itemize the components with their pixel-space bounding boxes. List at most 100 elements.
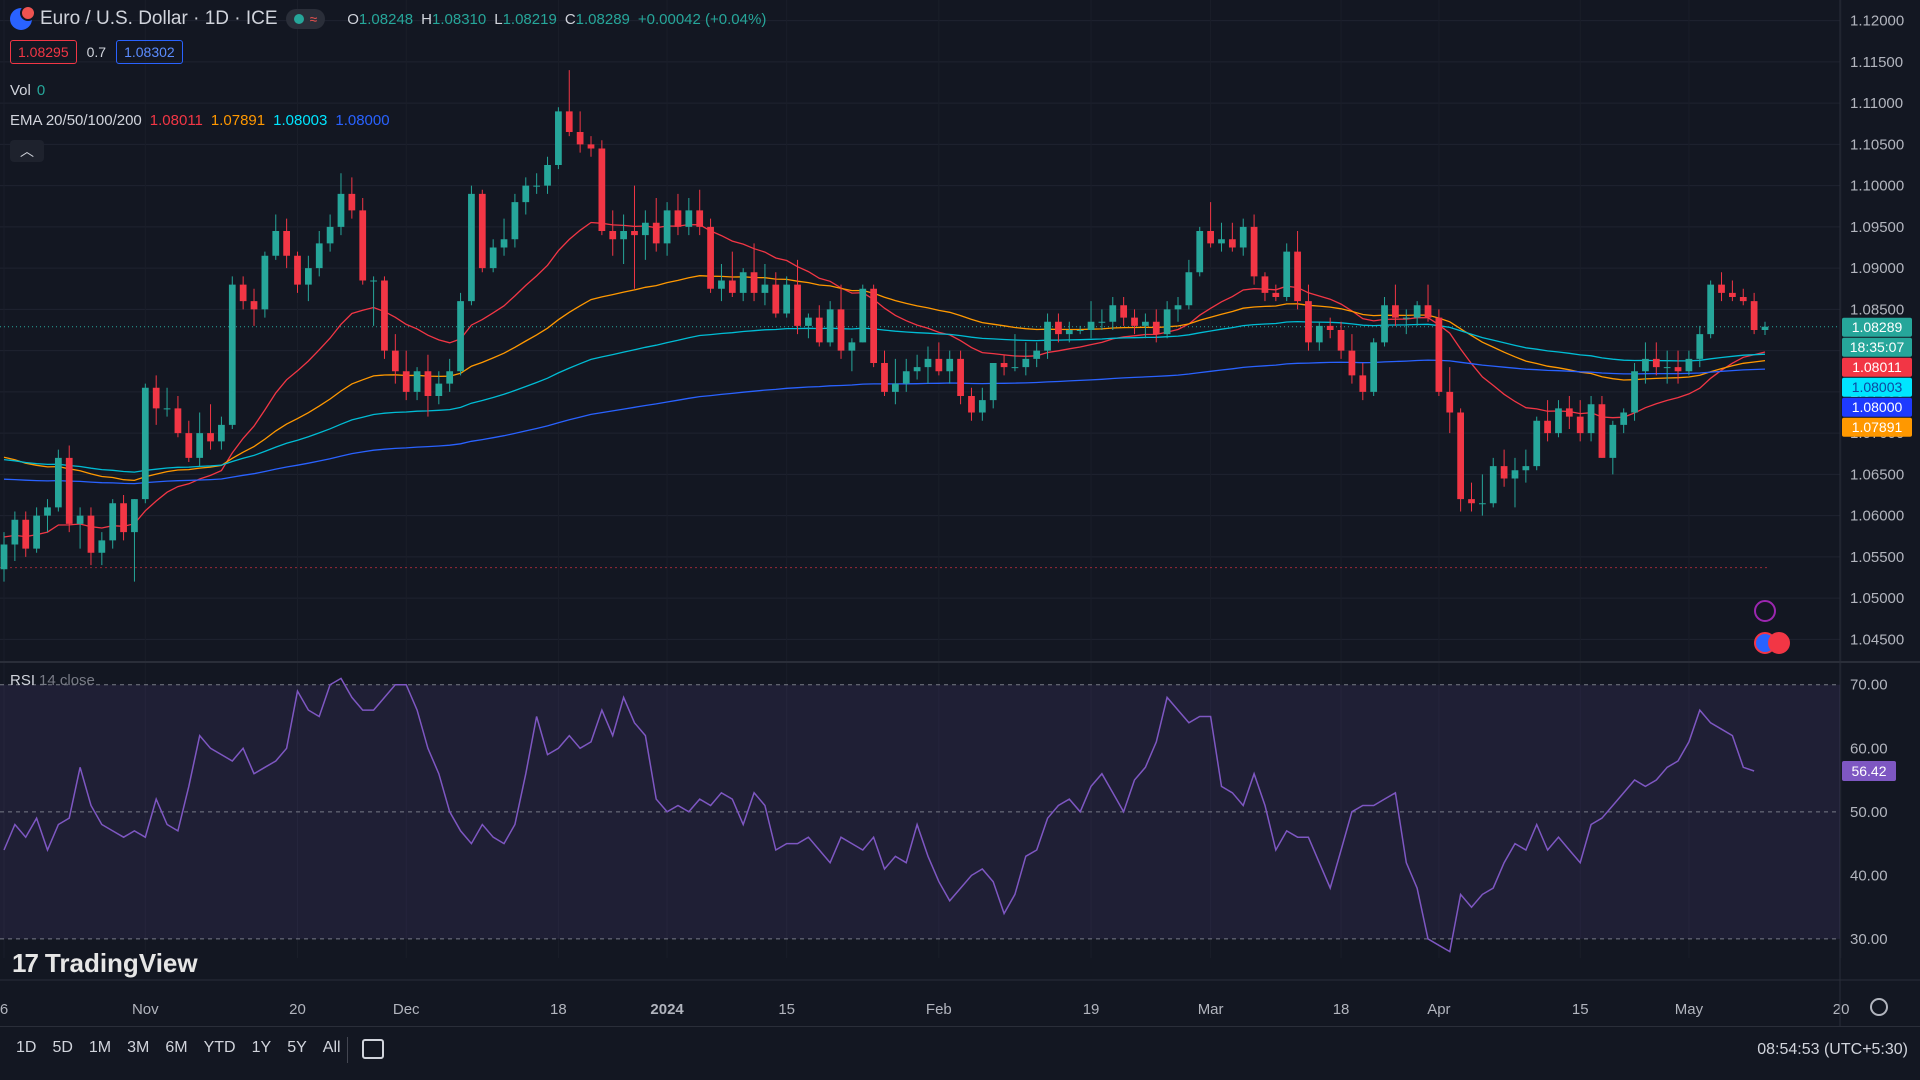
market-status-pill[interactable]: ≈ [285, 9, 326, 29]
collapse-legend-button[interactable]: ︿ [10, 140, 44, 162]
ohlc-item: H1.08310 [421, 11, 486, 28]
candle-body [1022, 358, 1030, 368]
timeframe-all[interactable]: All [322, 1039, 341, 1056]
rsi-line [3, 677, 1755, 953]
timeframe-3m[interactable]: 3M [127, 1039, 150, 1056]
y-tick-label: 1.10500 [1850, 136, 1904, 153]
ohlc-key: H [421, 10, 432, 28]
chevron-up-icon: ︿ [20, 143, 34, 159]
clock[interactable]: 08:54:53 (UTC+5:30) [1757, 1041, 1908, 1058]
rsi-y-tick-label: 30.00 [1850, 931, 1888, 948]
y-tick-label: 1.12000 [1850, 13, 1904, 30]
candle-body [728, 280, 736, 293]
candle-body [957, 358, 964, 396]
ema-legend[interactable]: EMA 20/50/100/200 1.08011 1.07891 1.08003 1… [10, 112, 390, 129]
timeframe-1m[interactable]: 1M [88, 1039, 112, 1056]
candle-body [1696, 334, 1704, 359]
timeframe-5d[interactable]: 5D [52, 1039, 73, 1056]
candle-body [1283, 251, 1291, 297]
candle-body [1381, 305, 1388, 343]
ema-value: 1.08000 [335, 112, 390, 129]
price-axis-label-bg [1842, 337, 1912, 357]
candle-body [1000, 363, 1008, 368]
candle-body [663, 210, 671, 244]
candle-body [294, 255, 301, 285]
candle-body [272, 231, 280, 256]
ohlc-key: C [564, 10, 576, 28]
calendar-icon[interactable] [362, 1039, 384, 1059]
events-flags-icon[interactable] [1754, 632, 1804, 654]
volume-legend[interactable]: Vol 0 [10, 82, 45, 99]
candle-body [54, 457, 62, 508]
symbol-header[interactable]: Euro / U.S. Dollar · 1D · ICE ≈ O1.08248… [10, 5, 766, 30]
ohlc-value: 1.08289 [575, 10, 630, 28]
candle-body [1185, 272, 1193, 306]
candle-body [283, 231, 290, 256]
tradingview-logo[interactable]: 17 TradingView [12, 948, 198, 979]
x-tick-label: Dec [393, 1001, 420, 1018]
candle-body [1065, 330, 1073, 335]
candle-body [315, 243, 323, 269]
candle-body [478, 193, 486, 269]
candle-body [120, 503, 127, 533]
candle-body [1402, 317, 1410, 319]
candle-body [935, 358, 943, 372]
rsi-y-tick-label: 70.00 [1850, 677, 1888, 694]
y-tick-label: 1.05500 [1850, 549, 1904, 566]
candle-body [174, 408, 182, 434]
symbol-title[interactable]: Euro / U.S. Dollar · 1D · ICE [40, 8, 278, 29]
rsi-y-tick-label: 60.00 [1850, 740, 1888, 757]
candle-body [489, 247, 497, 269]
candle-body [98, 540, 106, 553]
candle-body [261, 255, 269, 310]
x-tick-label: Apr [1427, 1001, 1450, 1018]
candle-body [1587, 404, 1595, 434]
candle-body [76, 515, 84, 524]
candle-body [913, 367, 921, 372]
candle-body [1522, 466, 1530, 471]
rsi-legend[interactable]: RSI 14 close [10, 672, 95, 689]
ohlc-key: O [347, 10, 359, 28]
candle-body [761, 284, 769, 293]
timeframe-6m[interactable]: 6M [165, 1039, 188, 1056]
candle-body [1663, 367, 1671, 369]
candle-body [696, 210, 704, 227]
candle-body [1348, 350, 1356, 376]
candle-body [1033, 350, 1041, 359]
lightning-icon[interactable] [1754, 600, 1776, 622]
buy-button[interactable]: 1.08302 [116, 40, 183, 64]
candle-body [555, 111, 562, 165]
candle-body [946, 358, 954, 372]
ohlc-item: +0.00042 (+0.04%) [638, 11, 766, 28]
candle-body [1413, 305, 1421, 318]
candle-body [1207, 231, 1214, 244]
candle-body [1511, 470, 1519, 479]
candle-body [305, 268, 312, 285]
x-tick-label: 18 [550, 1001, 567, 1018]
candle-body [359, 210, 367, 281]
sell-button[interactable]: 1.08295 [10, 40, 77, 64]
candle-body [772, 284, 780, 314]
candle-body [1620, 412, 1628, 425]
candle-body [837, 309, 845, 351]
candle-body [1261, 276, 1269, 293]
timeframe-1d[interactable]: 1D [16, 1039, 37, 1056]
candle-body [892, 383, 899, 392]
spread-value: 0.7 [86, 44, 107, 60]
candle-body [1228, 239, 1236, 248]
candle-body [1326, 325, 1334, 330]
timeframe-ytd[interactable]: YTD [203, 1039, 236, 1056]
candle-body [1435, 317, 1443, 392]
candle-body [1576, 416, 1584, 434]
candle-body [435, 383, 443, 396]
settings-gear-icon[interactable] [1870, 998, 1888, 1016]
candle-body [1761, 326, 1769, 330]
price-axis-label-bg [1842, 417, 1912, 437]
timeframe-1y[interactable]: 1Y [251, 1039, 272, 1056]
candle-body [544, 165, 551, 186]
candle-body [641, 222, 649, 236]
x-tick-label: 18 [1333, 1001, 1350, 1018]
timeframe-5y[interactable]: 5Y [287, 1039, 307, 1056]
candle-body [631, 231, 638, 236]
